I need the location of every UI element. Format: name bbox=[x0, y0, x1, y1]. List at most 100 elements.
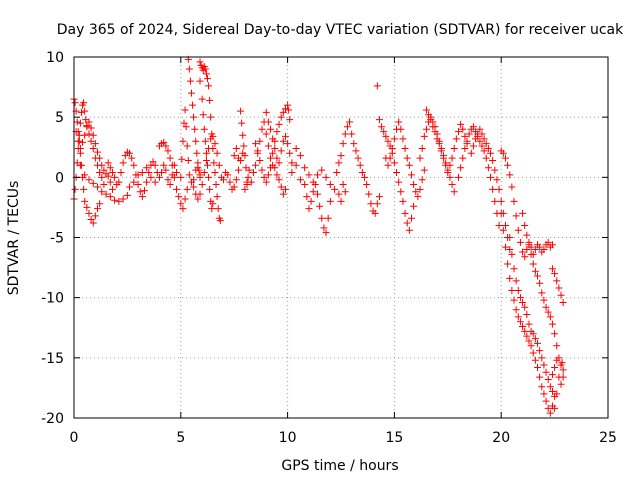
data-point bbox=[98, 173, 106, 181]
data-point bbox=[446, 161, 454, 169]
data-point bbox=[205, 144, 213, 152]
data-point bbox=[531, 267, 539, 275]
data-point bbox=[216, 217, 224, 225]
data-point bbox=[164, 176, 172, 184]
data-point bbox=[322, 173, 330, 181]
data-point bbox=[469, 142, 477, 150]
data-point bbox=[540, 246, 548, 254]
data-point bbox=[96, 154, 104, 162]
data-point bbox=[337, 152, 345, 160]
data-point bbox=[247, 178, 255, 186]
data-point bbox=[292, 161, 300, 169]
data-point bbox=[314, 171, 322, 179]
data-point bbox=[115, 197, 123, 205]
data-point bbox=[198, 181, 206, 189]
data-point bbox=[339, 140, 347, 148]
data-point bbox=[162, 166, 170, 174]
data-point bbox=[478, 142, 486, 150]
data-point bbox=[258, 125, 266, 133]
data-point bbox=[405, 226, 413, 234]
data-point bbox=[80, 185, 88, 193]
data-point bbox=[390, 159, 398, 167]
data-point bbox=[262, 108, 270, 116]
data-point bbox=[318, 166, 326, 174]
data-point bbox=[448, 181, 456, 189]
data-point bbox=[89, 144, 97, 152]
data-point bbox=[232, 176, 240, 184]
data-point bbox=[145, 169, 153, 177]
data-point bbox=[459, 154, 467, 162]
data-point bbox=[523, 231, 531, 239]
data-point bbox=[130, 178, 138, 186]
y-tick-label: -20 bbox=[41, 411, 64, 427]
data-point bbox=[469, 123, 477, 131]
data-point bbox=[516, 238, 524, 246]
data-point bbox=[433, 135, 441, 143]
data-point bbox=[521, 303, 529, 311]
data-point bbox=[267, 125, 275, 133]
data-point bbox=[420, 166, 428, 174]
data-point bbox=[301, 181, 309, 189]
data-point bbox=[529, 349, 537, 357]
data-point bbox=[326, 181, 334, 189]
data-point bbox=[380, 128, 388, 136]
data-point bbox=[190, 113, 198, 121]
data-point bbox=[544, 308, 552, 316]
data-point bbox=[134, 171, 142, 179]
data-point bbox=[534, 272, 542, 280]
y-axis-ticks: -20 -15 -10 -5 0 5 10 bbox=[41, 50, 608, 427]
data-point bbox=[196, 77, 204, 85]
data-point bbox=[194, 159, 202, 167]
data-point bbox=[318, 214, 326, 222]
data-point bbox=[375, 116, 383, 124]
data-point bbox=[262, 178, 270, 186]
data-point bbox=[181, 195, 189, 203]
data-point bbox=[106, 164, 114, 172]
data-point bbox=[267, 164, 275, 172]
data-point bbox=[256, 137, 264, 145]
data-point bbox=[465, 130, 473, 138]
data-point bbox=[207, 113, 215, 121]
data-point bbox=[538, 354, 546, 362]
data-point bbox=[208, 205, 216, 213]
data-point bbox=[521, 221, 529, 229]
data-point bbox=[143, 164, 151, 172]
data-point bbox=[108, 185, 116, 193]
data-point bbox=[416, 154, 424, 162]
data-point bbox=[393, 169, 401, 177]
data-point bbox=[427, 116, 435, 124]
data-point bbox=[93, 205, 101, 213]
data-point bbox=[401, 144, 409, 152]
data-point bbox=[523, 311, 531, 319]
y-tick-label: 0 bbox=[55, 170, 64, 186]
data-point bbox=[506, 274, 514, 282]
data-point bbox=[373, 82, 381, 90]
data-point bbox=[281, 105, 289, 113]
data-point bbox=[531, 356, 539, 364]
data-point bbox=[296, 176, 304, 184]
data-point bbox=[106, 178, 114, 186]
data-point bbox=[91, 140, 99, 148]
data-point bbox=[206, 96, 214, 104]
data-point bbox=[209, 132, 217, 140]
data-point bbox=[281, 132, 289, 140]
data-point bbox=[160, 161, 168, 169]
data-point bbox=[444, 169, 452, 177]
data-point bbox=[540, 390, 548, 398]
data-point bbox=[271, 144, 279, 152]
data-point bbox=[450, 144, 458, 152]
data-point bbox=[431, 128, 439, 136]
data-point bbox=[269, 149, 277, 157]
data-point bbox=[540, 361, 548, 369]
data-point bbox=[510, 296, 518, 304]
data-point bbox=[504, 260, 512, 268]
data-point bbox=[341, 130, 349, 138]
data-point bbox=[81, 131, 89, 139]
data-point bbox=[534, 339, 542, 347]
data-point bbox=[375, 193, 383, 201]
data-point bbox=[523, 246, 531, 254]
data-point bbox=[501, 243, 509, 251]
x-axis-label: GPS time / hours bbox=[281, 458, 398, 474]
data-point bbox=[151, 178, 159, 186]
data-point bbox=[98, 161, 106, 169]
